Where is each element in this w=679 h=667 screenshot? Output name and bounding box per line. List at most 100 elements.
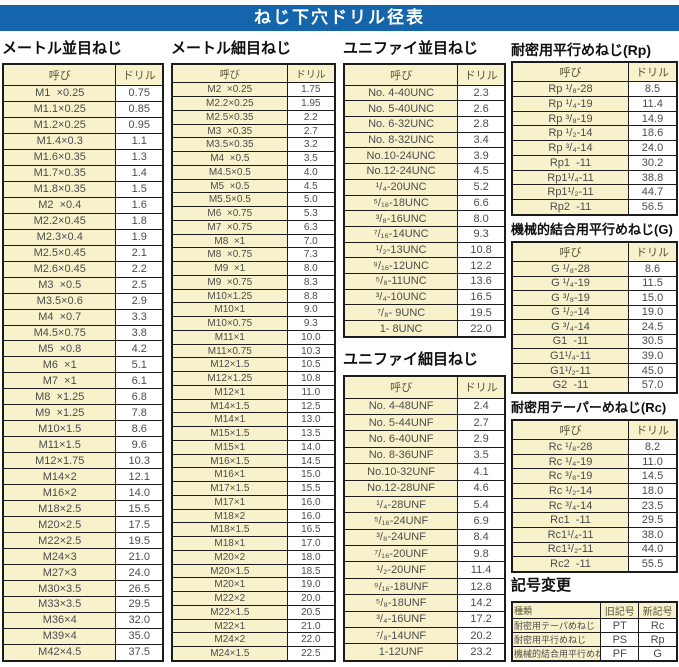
thread-name-cell: Rp ³/₄-14 [511, 140, 630, 156]
thread-name-cell: M5.5×0.5 [171, 192, 288, 208]
rc-table: 呼び ドリル Rc ¹/₈-28 8.2 Rc ¹/₄-19 11.0 Rc ³/₈-19 1… [511, 419, 678, 573]
table-row: M33×3.5 29.5 [2, 595, 164, 613]
thread-name-cell: No. 8-32UNC [343, 131, 459, 149]
drill-value-cell: 11.4 [457, 561, 506, 579]
column-header: 呼び [511, 61, 630, 83]
drill-value-cell: 37.5 [115, 643, 164, 662]
thread-name-cell: 機械的結合用平行めねじ [511, 646, 602, 662]
thread-name-cell: M24×2 [171, 632, 288, 648]
thread-name-cell: M4.5×0.75 [2, 324, 117, 342]
drill-value-cell: 10.8 [286, 371, 336, 386]
table-row: ¹/₂-13UNC 10.8 [343, 241, 506, 259]
thread-name-cell: M16×1 [171, 467, 288, 483]
column-header: ドリル [628, 241, 678, 263]
drill-value-cell: 1.3 [115, 148, 164, 166]
header-row: 種類 旧記号 新記号 [511, 601, 678, 619]
drill-value-cell: Rc [638, 618, 678, 633]
table-row: M2.5×0.35 2.2 [171, 109, 336, 125]
drill-value-cell: 17.0 [286, 536, 336, 551]
table-row: G ¹/₄-19 11.5 [511, 275, 678, 292]
table-row: No. 6-40UNF 2.9 [343, 430, 506, 448]
table-row: M22×1.5 20.5 [171, 604, 336, 620]
thread-name-cell: G1¹/₂-11 [511, 362, 630, 379]
drill-value-cell: 15.5 [115, 500, 164, 518]
thread-name-cell: Rc ³/₄-14 [511, 497, 630, 514]
table-row: G1¹/₂-11 45.0 [511, 362, 678, 379]
thread-name-cell: Rc ³/₈-19 [511, 468, 630, 485]
thread-name-cell: M12×1.75 [2, 452, 117, 470]
table-row: M22×2 20.0 [171, 591, 336, 606]
drill-value-cell: 16.0 [286, 508, 336, 524]
thread-name-cell: ⁵/₈-11UNC [343, 273, 459, 290]
thread-name-cell: M15×1 [171, 439, 288, 455]
thread-name-cell: Rc1 -11 [511, 512, 630, 528]
drill-value-cell: 24.0 [115, 564, 164, 582]
thread-name-cell: No. 5-40UNC [343, 100, 459, 118]
table-row: M16×2 14.0 [2, 484, 164, 502]
table-row: ³/₈-24UNF 8.4 [343, 528, 506, 547]
thread-name-cell: M12×1.25 [171, 371, 288, 386]
g-table: 呼び ドリル G ¹/₈-28 8.6 G ¹/₄-19 11.5 G ³/₈-19 15.0… [511, 241, 678, 394]
table-row: M16×1.5 14.5 [171, 453, 336, 469]
drill-value-cell: 8.3 [286, 274, 336, 290]
drill-value-cell: 39.0 [628, 348, 678, 364]
table-row: ³/₄-16UNF 17.2 [343, 610, 506, 629]
drill-value-cell: 1.1 [115, 132, 164, 150]
table-row: M12×1.25 10.8 [171, 371, 336, 386]
drill-value-cell: 9.3 [286, 316, 336, 331]
thread-name-cell: M20×1 [171, 577, 288, 593]
thread-name-cell: ⁹/₁₆-12UNC [343, 257, 459, 275]
table-row: M4 ×0.5 3.5 [171, 151, 336, 166]
thread-name-cell: Rp1¹/₄-11 [511, 169, 630, 186]
drill-value-cell: 16.5 [286, 522, 336, 538]
table-row: No. 8-36UNF 3.5 [343, 446, 506, 465]
table-row: No.10-32UNF 4.1 [343, 463, 506, 481]
table-row: M2.5×0.45 2.1 [2, 244, 164, 262]
thread-name-cell: M3.5×0.35 [171, 137, 288, 153]
drill-value-cell: 2.2 [286, 109, 336, 125]
thread-name-cell: M24×3 [2, 548, 117, 566]
thread-name-cell: M10×1.25 [171, 288, 288, 304]
table-row: 機械的結合用平行めねじPFG [511, 646, 678, 662]
table-row: ⁷/₈-14UNF 20.2 [343, 627, 506, 645]
table-row: G ¹/₈-28 8.6 [511, 261, 678, 277]
table-row: M11×0.75 10.3 [171, 343, 336, 359]
table-row: M24×2 22.0 [171, 632, 336, 648]
table-row: M8 ×0.75 7.3 [171, 247, 336, 263]
table-row: ⁵/₁₆-18UNC 6.6 [343, 194, 506, 212]
column-header: ドリル [628, 419, 678, 441]
table-row: Rc1 -11 29.5 [511, 512, 678, 528]
thread-name-cell: M6 ×0.75 [171, 206, 288, 221]
drill-value-cell: 16.5 [457, 288, 506, 306]
table-row: Rp ¹/₄-19 11.4 [511, 96, 678, 112]
thread-name-cell: M2.3×0.4 [2, 228, 117, 246]
drill-value-cell: 7.0 [286, 233, 336, 249]
thread-name-cell: Rp1 -11 [511, 154, 630, 171]
section-heading-rp: 耐密用平行めねじ(Rp) [511, 42, 651, 58]
thread-name-cell: M1.4×0.3 [2, 132, 117, 150]
drill-value-cell: 44.0 [628, 541, 678, 558]
thread-name-cell: M12×1 [171, 384, 288, 400]
thread-name-cell: G ¹/₈-28 [511, 261, 630, 277]
drill-value-cell: 8.0 [286, 261, 336, 276]
thread-name-cell: M11×1.5 [2, 436, 117, 454]
table-row: M14×1.5 12.5 [171, 398, 336, 414]
drill-value-cell: 29.5 [628, 512, 678, 528]
drill-value-cell: 56.5 [628, 199, 678, 216]
thread-name-cell: No. 8-36UNF [343, 446, 459, 465]
thread-name-cell: M7 ×1 [2, 372, 117, 390]
table-row: M4.5×0.75 3.8 [2, 324, 164, 342]
drill-value-cell: 11.0 [628, 453, 678, 470]
table-row: M30×3.5 26.5 [2, 580, 164, 597]
thread-name-cell: M8 ×1 [171, 233, 288, 249]
drill-value-cell: 2.9 [457, 430, 506, 448]
thread-name-cell: M36×4 [2, 611, 117, 629]
table-row: M12×1.5 10.5 [171, 357, 336, 373]
thread-name-cell: M16×2 [2, 484, 117, 502]
thread-name-cell: Rp ³/₈-19 [511, 110, 630, 127]
drill-value-cell: 30.5 [628, 333, 678, 350]
table-row: M7 ×1 6.1 [2, 372, 164, 390]
table-row: 1- 8UNC 22.0 [343, 320, 506, 338]
thread-name-cell: M2.5×0.35 [171, 109, 288, 125]
thread-name-cell: M20×2.5 [2, 516, 117, 534]
